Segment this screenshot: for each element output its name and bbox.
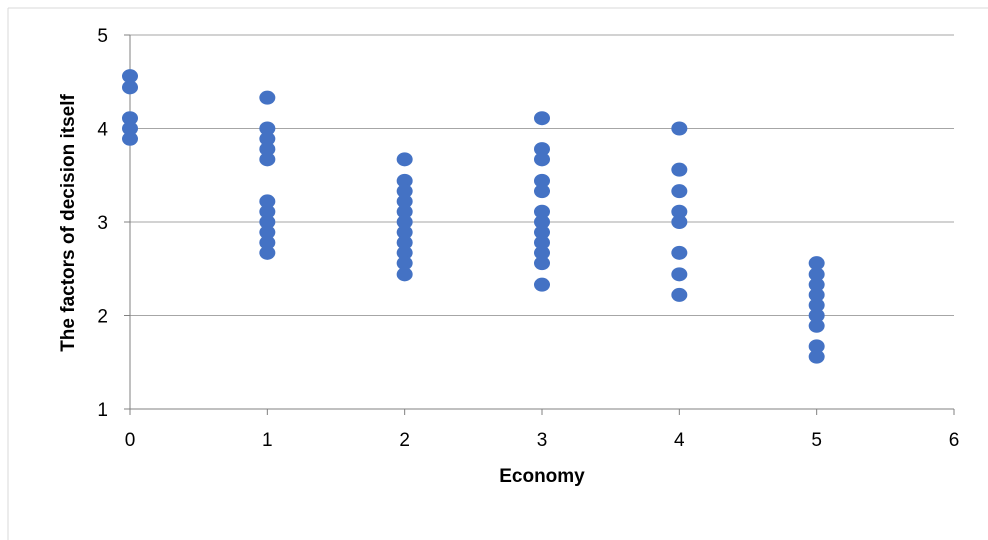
- data-point: [534, 235, 550, 250]
- data-point: [534, 184, 550, 199]
- y-tick-label-1: 1: [97, 400, 108, 421]
- data-point: [534, 215, 550, 229]
- data-point: [671, 267, 688, 282]
- data-points: [122, 69, 825, 364]
- data-point: [671, 215, 688, 229]
- data-point: [808, 277, 825, 292]
- data-point: [259, 235, 276, 250]
- x-tick-label-2: 2: [399, 430, 410, 451]
- x-tick-label-0: 0: [125, 430, 136, 451]
- data-point: [534, 245, 550, 260]
- data-point: [396, 267, 413, 282]
- y-tick-label-2: 2: [97, 307, 108, 328]
- data-point: [396, 194, 413, 209]
- data-point: [808, 287, 825, 302]
- data-point: [808, 349, 825, 364]
- data-point: [122, 80, 138, 95]
- data-point: [122, 111, 138, 126]
- data-point: [808, 298, 825, 313]
- y-tick-label-4: 4: [97, 120, 108, 141]
- data-point: [534, 225, 550, 240]
- data-point: [259, 152, 276, 167]
- data-point: [534, 277, 550, 292]
- data-point: [396, 204, 413, 219]
- data-point: [396, 256, 413, 271]
- y-tick-label-5: 5: [97, 26, 108, 47]
- data-point: [396, 215, 413, 229]
- data-point: [259, 225, 276, 240]
- x-tick-label-3: 3: [537, 430, 548, 451]
- data-point: [396, 235, 413, 250]
- data-point: [396, 152, 413, 167]
- data-point: [808, 267, 825, 282]
- data-point: [122, 69, 138, 84]
- data-point: [259, 215, 276, 229]
- data-point: [671, 204, 688, 219]
- x-tick-label-5: 5: [811, 430, 822, 451]
- data-point: [122, 121, 138, 136]
- y-axis-title: The factors of decision itself: [58, 94, 79, 352]
- x-tick-label-1: 1: [262, 430, 273, 451]
- data-point: [396, 184, 413, 199]
- data-point: [396, 225, 413, 240]
- data-point: [534, 152, 550, 167]
- data-point: [808, 308, 825, 323]
- x-tick-label-6: 6: [949, 430, 960, 451]
- y-tick-label-3: 3: [97, 213, 108, 234]
- data-point: [534, 142, 550, 157]
- data-point: [534, 173, 550, 188]
- data-point: [534, 111, 550, 126]
- data-point: [259, 204, 276, 219]
- data-point: [808, 318, 825, 333]
- data-point: [534, 256, 550, 271]
- data-point: [259, 142, 276, 157]
- axes: [124, 34, 955, 415]
- data-point: [808, 339, 825, 354]
- data-point: [671, 287, 688, 302]
- data-point: [259, 131, 276, 146]
- data-point: [808, 256, 825, 271]
- data-point: [259, 90, 276, 105]
- data-point: [671, 121, 688, 136]
- x-axis-title: Economy: [499, 466, 585, 487]
- data-point: [671, 162, 688, 177]
- data-point: [259, 194, 276, 209]
- data-point: [396, 245, 413, 260]
- data-point: [671, 245, 688, 260]
- data-point: [396, 173, 413, 188]
- x-tick-label-4: 4: [674, 430, 685, 451]
- data-point: [122, 131, 138, 146]
- data-point: [534, 204, 550, 219]
- data-point: [671, 184, 688, 199]
- data-point: [259, 121, 276, 136]
- data-point: [259, 245, 276, 260]
